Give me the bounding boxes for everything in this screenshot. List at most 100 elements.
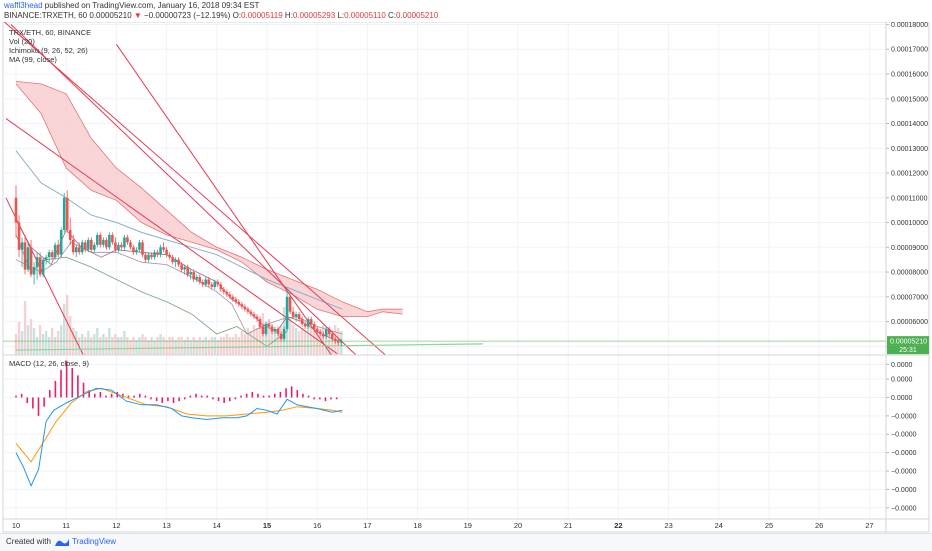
current-price-label: 0.00005210 [890,339,927,346]
macd-hist-bar [302,393,304,398]
macd-hist-bar [105,395,107,398]
price-tick-label: 0.00018000 [891,22,928,29]
footer-brand[interactable]: TradingView [72,537,117,546]
candle-body [327,329,331,334]
macd-hist-bar [200,395,203,398]
candle-body [204,279,208,285]
volume-bar [47,337,51,355]
publish-info: published on TradingView.com, January 16… [42,1,260,10]
last-price: 0.00005210 [89,11,132,20]
chart-canvas[interactable]: 10 11 12 13 14 15 16 17 18 19 20 21 22 23 24 25 26 27 0.00… [0,22,932,533]
x-tick-label: 19 [464,521,472,530]
candle-body [330,333,334,339]
macd-hist-bar [172,397,175,403]
macd-hist-bar [268,395,270,398]
tradingview-logo-icon [55,539,69,546]
candle-body [47,252,51,258]
volume-bar [105,337,108,355]
candle-body [306,319,310,327]
candle-body [35,257,39,268]
volume-bar [297,331,301,355]
volume-bar [171,337,174,355]
volume-bar [153,340,156,355]
volume-bar [29,319,33,355]
macd-hist-bar [262,395,265,398]
volume-bar [123,331,126,355]
candle-body [216,281,220,285]
candle-body [261,326,265,334]
macd-hist-bar [228,397,231,402]
volume-bar [41,334,45,355]
price-tick-label: 0.00013000 [891,146,928,153]
macd-hist-bar [54,380,57,398]
macd-hist-bar [245,393,248,398]
macd-hist-bar [223,397,225,403]
macd-hist-bar [82,382,85,398]
ohlc-close-key: C: [388,11,396,20]
senkou-span-a-line [15,83,403,317]
candle-body [111,234,114,243]
candle-body [333,338,337,342]
candle-body [147,254,150,260]
volume-bar [120,337,123,355]
legend-volume[interactable]: Vol (20) [9,37,35,46]
volume-bar [243,334,247,355]
volume-bar [168,337,171,355]
x-tick-label: 21 [564,521,572,530]
footer: Created with TradingView [0,533,932,551]
candle-body [135,249,138,253]
x-tick-label: 20 [514,521,522,530]
volume-bar [303,331,307,355]
candle-body [77,247,81,253]
down-arrow-icon: ▼ [133,11,142,20]
macd-tick-label: 0.0000 [891,377,913,384]
candle-body [32,267,36,275]
trendline [115,43,333,355]
candle-body [168,254,171,258]
legend-ma[interactable]: MA (99, close) [9,55,57,64]
macd-pane[interactable] [15,360,343,487]
candle-body [231,296,235,300]
macd-hist-bar [307,395,310,398]
candle-body [74,247,78,253]
candle-body [258,319,262,327]
volume-bar [331,331,334,355]
candle-body [80,242,84,253]
candle-body [228,294,232,297]
candle-body [315,329,319,332]
ma-99-line [15,150,343,310]
volume-bar [312,331,316,355]
candle-body [53,244,57,258]
trendline [5,118,338,355]
legend-symbol[interactable]: TRX/ETH, 60, BINANCE [9,28,91,37]
candle-body [270,326,274,332]
candle-body [240,304,244,307]
macd-hist-bar [138,393,141,398]
candle-body [65,197,69,230]
candle-body [234,299,238,302]
candle-body [273,329,277,332]
ohlc-high-value: 0.00005293 [292,11,336,20]
macd-hist-bar [285,388,287,398]
symbol-line: BINANCE:TRXETH, 60 0.00005210 ▼ −0.00000… [4,11,438,21]
candle-body [177,259,180,265]
grid [3,22,886,519]
volume-bar [126,337,129,355]
candle-body [210,284,214,287]
volume-bar [66,295,69,355]
candle-body [324,329,328,337]
price-tick-label: 0.00012000 [891,171,928,178]
macd-hist-bar [65,360,68,398]
legend-macd[interactable]: MACD (12, 26, close, 9) [9,359,90,368]
legend-ichimoku[interactable]: Ichimoku (9, 26, 52, 26) [9,46,88,55]
author-link[interactable]: waffl3head [4,1,43,10]
candle-body [108,234,111,248]
macd-hist-bar [32,397,34,409]
volume-bar [59,325,63,355]
volume-bar [87,331,90,355]
volume-bar [177,337,180,355]
price-pane[interactable] [0,22,886,361]
candle-body [213,281,217,287]
candle-body [174,259,177,263]
volume-bar [62,304,66,355]
